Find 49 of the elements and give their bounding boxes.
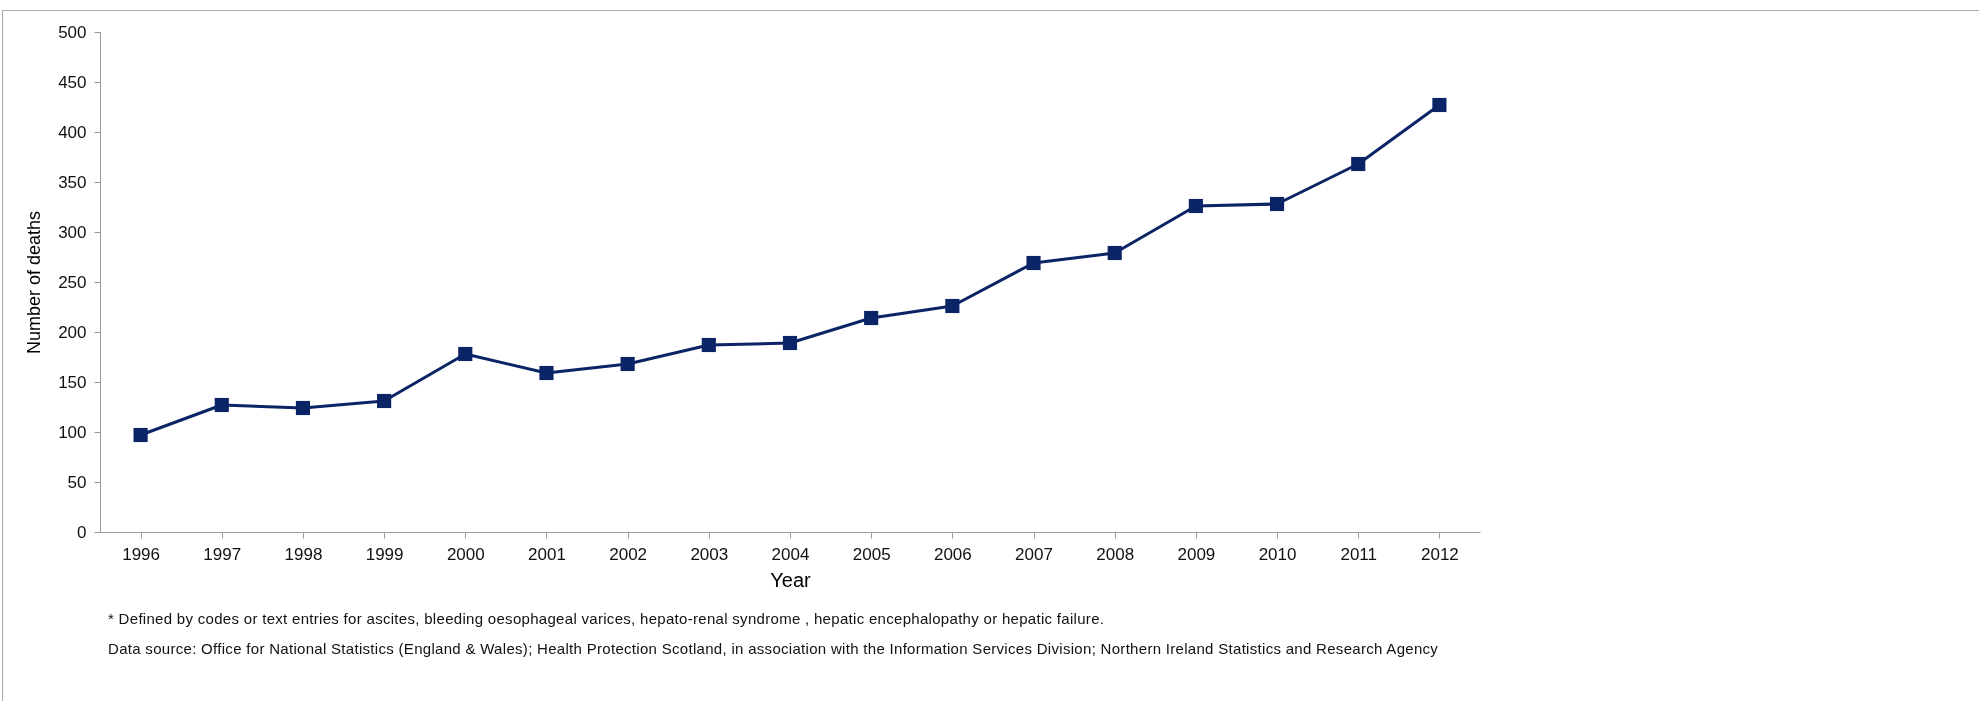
point — [1351, 156, 1366, 172]
x-tick-label: 2000 — [446, 544, 485, 564]
y-tick-label: 450 — [58, 72, 87, 92]
x-tick-label: 2003 — [690, 544, 729, 564]
y-tick-label: 250 — [58, 272, 87, 292]
x-tick-label: 1997 — [203, 544, 242, 564]
point — [782, 335, 798, 351]
x-tick-label: 2008 — [1096, 544, 1135, 564]
point — [945, 298, 960, 314]
x-tick-label: 2010 — [1258, 544, 1297, 564]
point — [458, 346, 473, 362]
x-tick-label: 1999 — [365, 544, 404, 564]
point — [620, 356, 635, 372]
x-axis-title: Year — [770, 568, 812, 591]
y-tick-label: 400 — [58, 122, 87, 142]
y-tick-label: 50 — [67, 472, 87, 492]
point — [1188, 198, 1203, 214]
point — [295, 400, 311, 416]
x-tick-label: 2012 — [1421, 544, 1459, 564]
point — [701, 337, 716, 353]
x-tick-label: 2005 — [852, 544, 891, 564]
y-tick-label: 350 — [58, 172, 87, 192]
point — [539, 365, 554, 381]
point — [864, 310, 879, 326]
source-note: Data source: Office for National Statistics (England & Wales); Health Protection Scotland, in association with the Information Services Division; Northern Ireland Statistics and Research Agency — [108, 640, 1440, 658]
y-tick-label: 500 — [58, 22, 87, 42]
point — [214, 397, 229, 413]
x-tick-label: 2002 — [609, 544, 648, 564]
x-tick-label: 2009 — [1177, 544, 1216, 564]
y-tick-label: 200 — [58, 322, 87, 342]
y-tick-label: 300 — [58, 222, 87, 242]
x-tick-label: 2006 — [933, 544, 972, 564]
x-tick-label: 2004 — [771, 544, 810, 564]
text: * Defined by codes or text entries for ascites, bleeding oesophageal varices, hepato-renal syndrome , hepatic encephalopathy or hepatic failure. — [108, 610, 1106, 628]
point — [377, 393, 392, 409]
y-tick-label: 0 — [77, 522, 87, 542]
x-tick-label: 1998 — [284, 544, 323, 564]
point — [1269, 196, 1285, 212]
y-tick-label: 150 — [58, 372, 87, 392]
point — [133, 427, 148, 443]
x-tick-label: 2001 — [528, 544, 566, 564]
point — [1107, 245, 1122, 261]
y-axis-title: Number of deaths — [24, 210, 45, 355]
y-tick-label: 100 — [58, 422, 87, 442]
x-tick-label: 1996 — [122, 544, 160, 564]
x-tick-label: 2007 — [1015, 544, 1053, 564]
point — [1432, 97, 1447, 113]
x-tick-label: 2011 — [1340, 544, 1378, 564]
point — [1026, 255, 1041, 271]
